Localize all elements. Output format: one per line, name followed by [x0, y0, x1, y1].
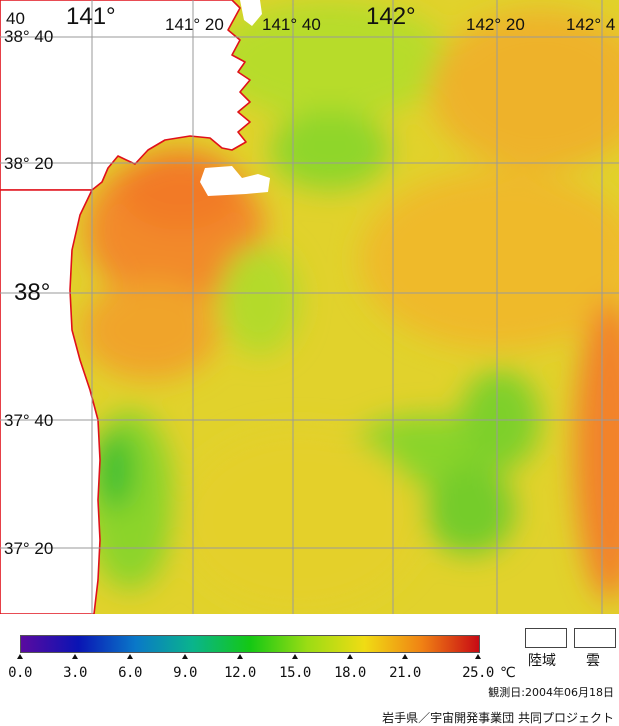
- lon-label-141-20: 141° 20: [165, 15, 224, 34]
- scale-tick-25: [475, 654, 481, 659]
- western-coast-land: [0, 189, 101, 614]
- lat-label-38: 38°: [14, 279, 50, 306]
- lon-label-142-20: 142° 20: [466, 15, 525, 34]
- scale-tick-12: [237, 654, 243, 659]
- lon-label-141-40: 141° 40: [262, 15, 321, 34]
- scale-label-0: 0.0: [8, 665, 32, 681]
- scale-tick-0: [17, 654, 23, 659]
- coordinate-grid: [0, 0, 619, 614]
- land-swatch: [525, 628, 567, 648]
- unit-label: ℃: [500, 665, 516, 681]
- lat-label-38-20: 38° 20: [4, 154, 53, 173]
- scale-tick-9: [182, 654, 188, 659]
- scale-label-3: 3.0: [63, 665, 87, 681]
- longitude-labels: 141° 141° 20 141° 40 142° 142° 20 142° 4: [66, 3, 615, 34]
- scale-tick-18: [347, 654, 353, 659]
- land-areas: [0, 0, 270, 614]
- scale-label-6: 6.0: [118, 665, 142, 681]
- scale-tick-15: [292, 654, 298, 659]
- northern-land: [0, 0, 251, 191]
- corner-label: 40: [6, 9, 25, 28]
- scale-label-9: 9.0: [173, 665, 197, 681]
- cloud-swatch: [574, 628, 616, 648]
- temperature-color-scale: [20, 635, 480, 653]
- lon-label-141: 141°: [66, 3, 116, 30]
- lon-label-142: 142°: [366, 3, 416, 30]
- scale-label-18: 18.0: [334, 665, 366, 681]
- latitude-labels: 40 38° 40 38° 20 38° 37° 40 37° 20: [4, 9, 53, 558]
- scale-label-12: 12.0: [224, 665, 256, 681]
- lon-label-142-40: 142° 4: [566, 15, 615, 34]
- sea-surface-temperature-map: 141° 141° 20 141° 40 142° 142° 20 142° 4…: [0, 0, 619, 614]
- project-credit: 岩手県／宇宙開発事業団 共同プロジェクト: [382, 711, 614, 725]
- scale-tick-6: [127, 654, 133, 659]
- cloud-patch: [200, 166, 270, 196]
- scale-tick-3: [72, 654, 78, 659]
- scale-label-25: 25.0: [462, 665, 494, 681]
- land-label: 陸域: [528, 653, 556, 669]
- scale-label-21: 21.0: [389, 665, 421, 681]
- lat-label-38-40: 38° 40: [4, 27, 53, 46]
- legend-area: [0, 614, 619, 725]
- scale-label-15: 15.0: [279, 665, 311, 681]
- scale-tick-21: [402, 654, 408, 659]
- island-top: [240, 0, 262, 26]
- lat-label-37-20: 37° 20: [4, 539, 53, 558]
- lat-label-37-40: 37° 40: [4, 411, 53, 430]
- observation-date: 観測日:2004年06月18日: [488, 686, 614, 699]
- cloud-label: 雲: [586, 653, 600, 669]
